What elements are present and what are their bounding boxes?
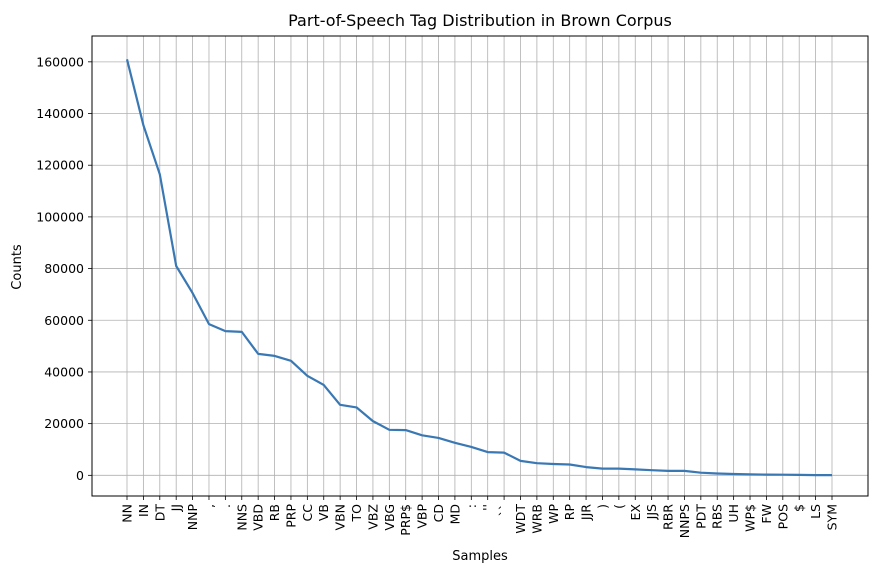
x-tick-label: NNPS (677, 504, 692, 538)
x-tick-label: JJS (644, 504, 659, 520)
x-tick-label: JJ (169, 504, 184, 512)
y-tick-label: 120000 (36, 158, 84, 173)
x-tick-label: RB (267, 504, 282, 521)
x-tick-label: LS (808, 504, 823, 519)
x-tick-label: ( (611, 504, 626, 509)
x-tick-label: SYM (825, 504, 840, 530)
x-tick-label: TO (349, 504, 364, 523)
x-tick-label: PRP$ (398, 504, 413, 536)
y-tick-label: 60000 (44, 313, 84, 328)
y-tick-label: 140000 (36, 106, 84, 121)
series-line (125, 59, 832, 477)
x-tick-label: . (218, 504, 233, 508)
y-tick-label: 160000 (36, 54, 84, 69)
x-tick-label: WP (546, 504, 561, 524)
y-tick-label: 20000 (44, 416, 84, 431)
x-tick-label: PRP (283, 504, 298, 528)
x-tick-label: VBZ (365, 504, 380, 530)
x-tick-label: , (201, 504, 216, 508)
x-tick-label: WDT (513, 504, 528, 534)
x-tick-label: CD (431, 504, 446, 522)
x-tick-label: ) (595, 504, 610, 509)
x-tick-label: '' (480, 504, 495, 511)
x-tick-label: RP (562, 504, 577, 521)
y-tick-label: 100000 (36, 209, 84, 224)
y-tick-label: 40000 (44, 364, 84, 379)
plot-frame (91, 35, 869, 497)
y-tick-label: 80000 (44, 261, 84, 276)
x-tick-label: : (464, 504, 479, 508)
x-tick-label: NNP (185, 504, 200, 531)
x-tick-label: NN (120, 504, 135, 523)
x-tick-label: POS (775, 504, 790, 529)
x-tick-label: VBN (333, 504, 348, 530)
x-tick-label: WRB (529, 504, 544, 534)
x-tick-label: NNS (234, 504, 249, 531)
x-tick-label: EX (628, 504, 643, 521)
x-tick-label: PDT (693, 504, 708, 529)
grid-lines (92, 36, 868, 496)
x-axis-ticks: NN IN DT JJ NNP,. NNS VBD RB PRP CC VB VBN TO VBZ VBG P… (120, 496, 840, 538)
x-tick-label: IN (136, 504, 151, 517)
x-tick-label: RBR (661, 504, 676, 530)
x-tick-label: VB (316, 504, 331, 521)
x-tick-label: $ (792, 504, 807, 512)
x-tick-label: VBD (251, 504, 266, 531)
x-tick-label: VBG (382, 504, 397, 531)
x-tick-label: RBS (710, 504, 725, 529)
x-tick-label: CC (300, 504, 315, 522)
x-tick-label: `` (497, 504, 512, 517)
x-axis-label: Samples (452, 549, 508, 564)
y-axis-label: Counts (10, 244, 25, 290)
y-tick-label: 0 (76, 468, 84, 483)
x-tick-label: VBP (415, 504, 430, 529)
x-tick-label: MD (447, 504, 462, 524)
x-tick-label: WP$ (743, 504, 758, 532)
x-tick-label: UH (726, 504, 741, 523)
x-tick-label: FW (759, 504, 774, 524)
y-axis-ticks: 0 20000 40000 60000 80000 100000 120000 140000 1… (36, 54, 92, 483)
chart-title: Part-of-Speech Tag Distribution in Brown… (288, 11, 672, 30)
x-tick-label: JJR (579, 504, 594, 521)
x-tick-label: DT (152, 504, 167, 522)
